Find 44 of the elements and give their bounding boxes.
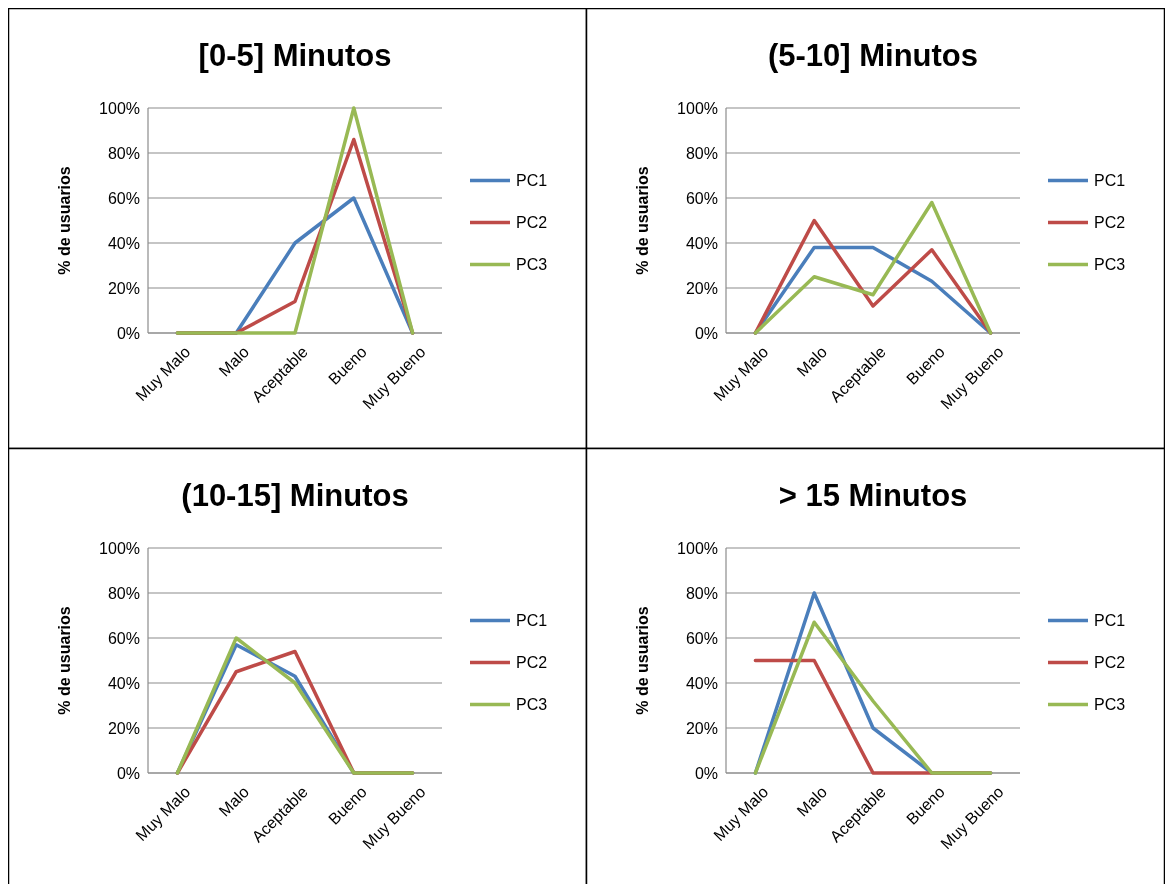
chart-title: (10-15] Minutos [181, 478, 409, 513]
y-tick-label: 100% [99, 99, 140, 117]
y-tick-label: 80% [107, 144, 140, 162]
legend-label: PC1 [516, 172, 548, 190]
y-tick-label: 80% [685, 144, 718, 162]
legend-label: PC3 [1094, 256, 1126, 274]
legend-label: PC1 [1094, 172, 1126, 190]
y-tick-label: 40% [685, 234, 718, 252]
y-tick-label: 20% [107, 279, 140, 297]
chart-title: [0-5] Minutos [198, 38, 392, 73]
chart-title: (5-10] Minutos [767, 38, 979, 73]
y-tick-label: 80% [107, 584, 140, 602]
y-tick-label: 100% [99, 539, 140, 557]
y-tick-label: 100% [677, 99, 718, 117]
y-axis-title: % de usuarios [56, 166, 73, 275]
y-tick-label: 0% [694, 324, 718, 342]
y-tick-label: 100% [677, 539, 718, 557]
legend-label: PC3 [1094, 696, 1126, 714]
legend-label: PC1 [1094, 612, 1126, 630]
y-tick-label: 40% [107, 234, 140, 252]
y-tick-label: 20% [685, 279, 718, 297]
legend-label: PC2 [1094, 654, 1126, 672]
legend-label: PC2 [516, 214, 548, 232]
legend-label: PC2 [516, 654, 548, 672]
legend-label: PC1 [516, 612, 548, 630]
y-tick-label: 0% [116, 324, 140, 342]
legend-label: PC2 [1094, 214, 1126, 232]
y-tick-label: 20% [107, 719, 140, 737]
y-tick-label: 60% [685, 189, 718, 207]
y-tick-label: 0% [116, 764, 140, 782]
y-tick-label: 80% [685, 584, 718, 602]
y-axis-title: % de usuarios [634, 606, 651, 715]
y-tick-label: 60% [107, 629, 140, 647]
y-tick-label: 60% [685, 629, 718, 647]
legend-label: PC3 [516, 696, 548, 714]
y-tick-label: 40% [685, 674, 718, 692]
y-tick-label: 20% [685, 719, 718, 737]
y-tick-label: 40% [107, 674, 140, 692]
chart-title: > 15 Minutos [778, 478, 968, 513]
y-axis-title: % de usuarios [56, 606, 73, 715]
legend-label: PC3 [516, 256, 548, 274]
y-tick-label: 0% [694, 764, 718, 782]
y-axis-title: % de usuarios [634, 166, 651, 275]
y-tick-label: 60% [107, 189, 140, 207]
